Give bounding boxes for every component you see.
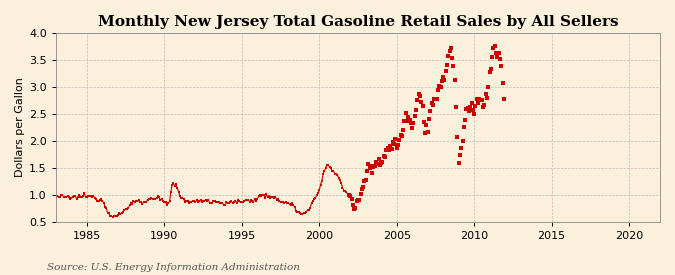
Text: Source: U.S. Energy Information Administration: Source: U.S. Energy Information Administ…: [47, 263, 300, 272]
Title: Monthly New Jersey Total Gasoline Retail Sales by All Sellers: Monthly New Jersey Total Gasoline Retail…: [98, 15, 618, 29]
Y-axis label: Dollars per Gallon: Dollars per Gallon: [15, 77, 25, 177]
